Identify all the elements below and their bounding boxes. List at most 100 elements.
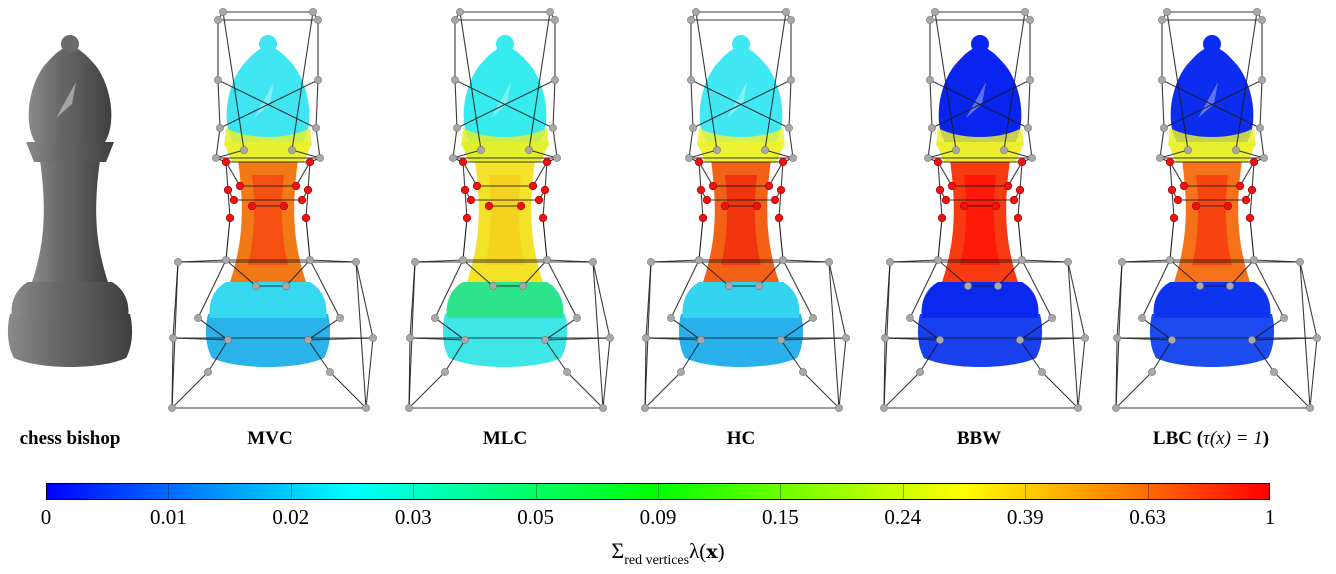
cage-vertex	[461, 336, 469, 344]
label-lbc-math: τ(x) = 1	[1203, 428, 1263, 449]
colorbar-label-close: )	[717, 539, 725, 563]
cage-vertex	[541, 336, 549, 344]
cage-wire	[172, 337, 229, 341]
colorbar-tick-label: 0.63	[1129, 505, 1166, 529]
colorbar-tick	[658, 483, 659, 500]
cage-vertex	[777, 336, 785, 344]
cage-vertex	[551, 76, 559, 84]
cage-vertex	[1260, 154, 1268, 162]
cage-wire	[934, 11, 957, 151]
cage-wire	[592, 261, 611, 339]
model-neck-core	[485, 175, 525, 265]
cage-wire	[1021, 259, 1053, 319]
cage-vertex	[642, 334, 650, 342]
cage-vertex	[563, 368, 571, 376]
cage-wire	[219, 79, 319, 129]
cage-vertex	[314, 76, 322, 84]
cage-vertex	[1026, 16, 1034, 24]
cage-wire	[544, 317, 578, 341]
cage-vertex	[964, 282, 972, 290]
colorbar-label-sub: red vertices	[624, 553, 690, 568]
cage-wire	[692, 79, 792, 129]
cage-wire	[1235, 149, 1265, 159]
cage-wire	[462, 161, 478, 187]
cage-wire	[309, 259, 357, 263]
cage-red-vertex	[1169, 213, 1179, 223]
cage-wire	[462, 217, 468, 261]
cage-vertex	[787, 76, 795, 84]
cage-vertex	[240, 146, 248, 154]
cage-vertex	[411, 258, 419, 266]
cage-vertex	[842, 334, 850, 342]
cage-vertex	[1168, 336, 1176, 344]
cage-red-vertex	[484, 201, 494, 211]
cage-red-vertex	[1017, 157, 1027, 167]
cage-red-vertex	[1241, 195, 1251, 205]
cage-wire	[305, 217, 311, 261]
cage-wire	[937, 161, 941, 191]
model-base	[921, 282, 1039, 318]
cage-vertex	[1248, 336, 1256, 344]
cage-wire	[780, 339, 804, 373]
cage-vertex	[1250, 256, 1258, 264]
cage-vertex	[928, 124, 936, 132]
cage-red-vertex	[764, 181, 774, 191]
cage-wire	[889, 259, 939, 263]
panel-5-model	[1149, 35, 1275, 367]
cage-wire	[782, 259, 830, 263]
cage-wire	[688, 149, 718, 159]
cage-wire	[758, 259, 784, 287]
colorbar-tick	[902, 483, 904, 500]
cage-vertex	[551, 16, 559, 24]
cage-vertex	[789, 154, 797, 162]
cage-wire	[528, 11, 551, 151]
cage-vertex	[1313, 334, 1321, 342]
cage-wire	[409, 337, 466, 341]
cage-wire	[650, 259, 700, 263]
cage-wire	[227, 189, 231, 219]
label-lbc-suffix: )	[1262, 428, 1270, 449]
panel-2-model	[442, 35, 568, 367]
cage-vertex	[809, 314, 817, 322]
cage-wire	[698, 259, 730, 287]
bishop-collar	[26, 142, 114, 162]
model-finial	[1203, 35, 1221, 53]
cage-red-vertex	[1009, 195, 1019, 205]
cage-wire	[408, 371, 446, 409]
colorbar-tick-label: 0.39	[1006, 505, 1044, 529]
cage-wire	[778, 189, 782, 219]
cage-wire	[1273, 371, 1311, 409]
cage-vertex	[599, 404, 607, 412]
cage-wire	[670, 259, 700, 319]
cage-wire	[680, 339, 702, 373]
cage-vertex	[934, 256, 942, 264]
cage-vertex	[1166, 256, 1174, 264]
cage-wire	[222, 11, 245, 151]
model-top-band	[936, 128, 1024, 146]
cage-vertex	[1074, 404, 1082, 412]
cage-vertex	[924, 154, 932, 162]
cage-red-vertex	[538, 213, 548, 223]
cage-red-vertex	[305, 157, 315, 167]
panel-1-cage	[168, 8, 377, 412]
cage-red-vertex	[291, 181, 301, 191]
colorbar-tick-label: 0	[40, 505, 52, 529]
cage-vertex	[219, 8, 227, 16]
cage-wire	[434, 317, 466, 341]
cage-wire	[1251, 337, 1318, 341]
cage-vertex	[695, 256, 703, 264]
cage-wire	[1115, 371, 1153, 409]
cage-wire	[1259, 127, 1265, 159]
cage-wire	[528, 149, 558, 159]
cage-wire	[1027, 79, 1031, 129]
cage-vertex	[1158, 16, 1166, 24]
cage-vertex	[677, 368, 685, 376]
cage-vertex	[1018, 256, 1026, 264]
cage-wire	[939, 189, 943, 219]
cage-wire	[780, 317, 814, 341]
cage-vertex	[926, 16, 934, 24]
cage-red-vertex	[1249, 157, 1259, 167]
cage-vertex	[168, 404, 176, 412]
cage-wire	[1161, 79, 1261, 129]
cage-vertex	[214, 16, 222, 24]
